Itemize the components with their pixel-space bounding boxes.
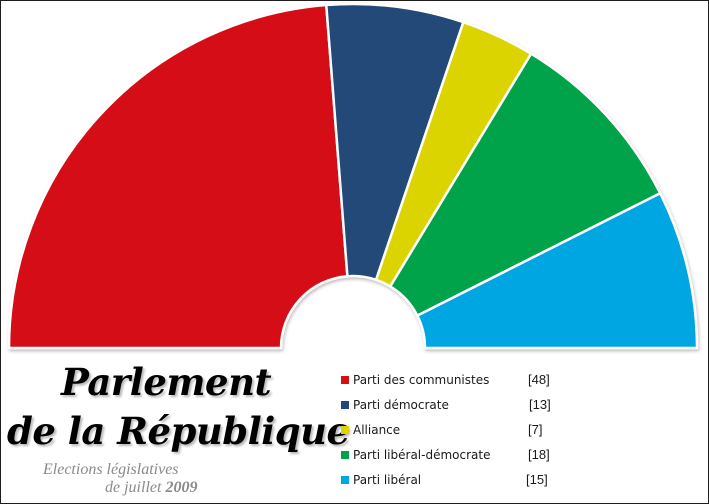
legend-swatch-communistes bbox=[341, 376, 349, 384]
legend-label-liberal: Parti libéral bbox=[353, 473, 422, 487]
hemicycle-slice-liberal-democrate bbox=[389, 52, 662, 317]
chart-subtitle-year: 2009 bbox=[165, 479, 198, 496]
hemicycle-slice-liberal bbox=[416, 192, 699, 350]
legend-value-democrate: [13] bbox=[529, 397, 551, 412]
legend-item-liberal: Parti libéral [15] bbox=[341, 471, 561, 496]
legend: Parti des communistes [48] Parti démocra… bbox=[341, 371, 561, 496]
legend-swatch-liberal-democrate bbox=[341, 451, 349, 459]
legend-swatch-democrate bbox=[341, 401, 349, 409]
hemicycle-slices bbox=[7, 2, 699, 350]
legend-item-liberal-democrate: Parti libéral-démocrate [18] bbox=[341, 446, 561, 471]
legend-value-liberal-democrate: [18] bbox=[528, 447, 550, 462]
chart-subtitle-line-1: Elections législatives bbox=[43, 461, 179, 478]
chart-subtitle-line-2: de juillet 2009 bbox=[105, 479, 197, 497]
hemicycle-slice-communistes bbox=[7, 3, 349, 350]
legend-swatch-liberal bbox=[341, 476, 349, 484]
legend-label-liberal-democrate: Parti libéral-démocrate bbox=[353, 448, 491, 462]
legend-value-alliance: [7] bbox=[528, 422, 543, 437]
legend-label-democrate: Parti démocrate bbox=[353, 398, 449, 412]
legend-swatch-alliance bbox=[341, 426, 349, 434]
chart-title-line-1: Parlement bbox=[61, 360, 272, 404]
chart-title-line-2: de la République bbox=[7, 409, 350, 453]
legend-item-democrate: Parti démocrate [13] bbox=[341, 396, 561, 421]
legend-item-communistes: Parti des communistes [48] bbox=[341, 371, 561, 396]
chart-subtitle-prefix: de juillet bbox=[105, 479, 166, 496]
legend-value-communistes: [48] bbox=[528, 372, 550, 387]
legend-label-communistes: Parti des communistes bbox=[353, 373, 490, 387]
legend-label-alliance: Alliance bbox=[353, 423, 401, 437]
legend-item-alliance: Alliance [7] bbox=[341, 421, 561, 446]
legend-value-liberal: [15] bbox=[526, 472, 548, 487]
